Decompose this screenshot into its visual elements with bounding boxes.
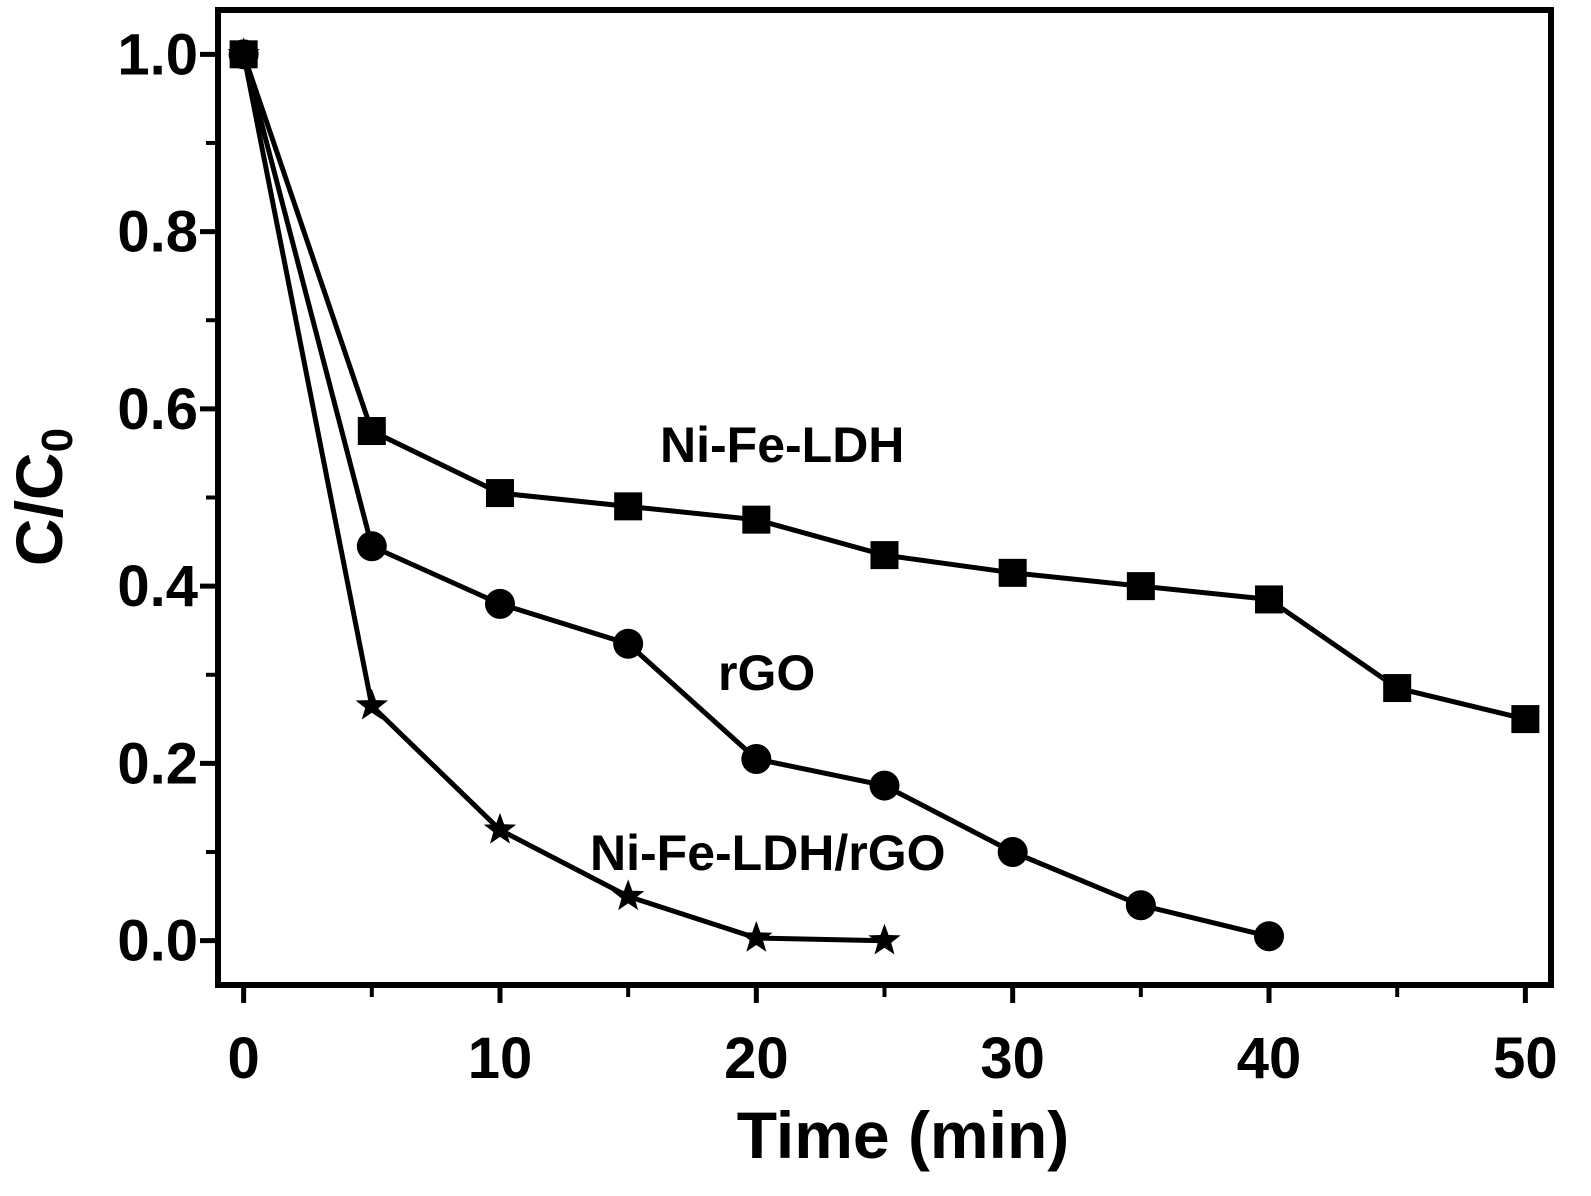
y-tick-label: 0.4 [117, 554, 198, 619]
series-label-rgo: rGO [718, 645, 815, 701]
data-point-ni-fe-ldh [1255, 585, 1284, 614]
series-label-ni-fe-ldh: Ni-Fe-LDH [660, 417, 904, 473]
data-point-ni-fe-ldh [870, 541, 899, 570]
series-line-ni-fe-ldh-rgo [241, 53, 885, 944]
x-tick-label: 50 [1493, 1026, 1558, 1091]
x-tick-label: 0 [228, 1026, 260, 1091]
y-axis-title-main: C/C [2, 452, 76, 566]
y-tick-label: 1.0 [117, 22, 198, 87]
data-point-ni-fe-ldh [485, 479, 514, 508]
data-point-rgo [1125, 890, 1156, 921]
data-point-rgo [356, 531, 387, 562]
series-line-ni-fe-ldh [241, 53, 1526, 722]
x-tick-label: 30 [980, 1026, 1045, 1091]
y-axis-title-subscript: 0 [33, 428, 82, 452]
data-point-rgo [741, 743, 772, 774]
data-point-ni-fe-ldh [1126, 572, 1155, 601]
data-point-rgo [484, 588, 515, 619]
data-point-ni-fe-ldh [998, 558, 1027, 587]
y-tick-label: 0.0 [117, 909, 198, 974]
y-tick-label: 0.6 [117, 377, 198, 442]
series-markers [227, 37, 1540, 955]
axis-tick-labels: 0 10 20 30 40 50 0.0 0.2 0.4 0.6 0.8 1.0 [117, 22, 1557, 1091]
data-point-rgo [1254, 921, 1285, 952]
data-point-ni-fe-ldh [742, 505, 771, 534]
series-lines [241, 53, 1526, 944]
x-axis-title: Time (min) [737, 1098, 1069, 1172]
data-point-rgo [997, 837, 1028, 868]
series-line-rgo [241, 53, 1270, 939]
y-tick-label: 0.8 [117, 200, 198, 265]
y-tick-label: 0.2 [117, 731, 198, 796]
data-point-ni-fe-ldh [357, 417, 386, 446]
x-tick-label: 20 [724, 1026, 789, 1091]
series-label-ni-fe-ldh-rgo: Ni-Fe-LDH/rGO [590, 825, 946, 881]
data-point-ni-fe-ldh [1511, 705, 1540, 734]
data-point-rgo [613, 628, 644, 659]
data-point-ni-fe-ldh-rgo [483, 812, 517, 844]
data-point-ni-fe-ldh-rgo [227, 37, 260, 69]
y-axis-title: C/C0 [2, 428, 82, 566]
data-point-ni-fe-ldh-rgo [612, 879, 645, 911]
data-point-ni-fe-ldh [614, 492, 643, 521]
data-point-rgo [869, 770, 900, 801]
x-tick-label: 10 [468, 1026, 533, 1091]
x-tick-label: 40 [1237, 1026, 1302, 1091]
data-point-ni-fe-ldh-rgo [355, 688, 388, 720]
data-point-ni-fe-ldh-rgo [868, 923, 901, 955]
data-point-ni-fe-ldh-rgo [740, 921, 773, 952]
data-point-ni-fe-ldh [1383, 674, 1412, 703]
axis-ticks [200, 51, 1528, 1003]
